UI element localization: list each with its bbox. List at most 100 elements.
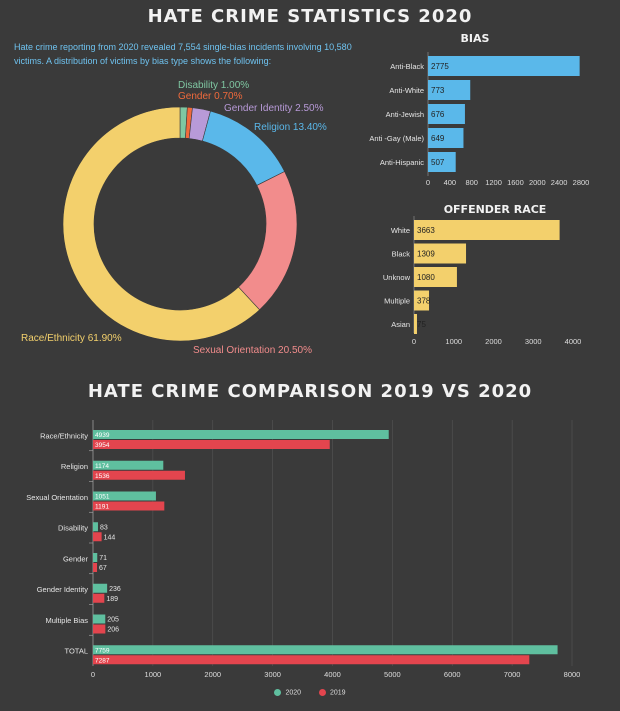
donut-label-disability: Disability 1.00% bbox=[178, 80, 250, 91]
comparison-tick-5000: 5000 bbox=[384, 670, 401, 679]
comparison-value-total-2020: 7759 bbox=[95, 647, 110, 654]
offender-race-bar-unknow bbox=[414, 267, 457, 287]
comparison-category-multiple-bias: Multiple Bias bbox=[45, 616, 88, 625]
offender-race-category-asian: Asian bbox=[391, 320, 410, 329]
comparison-value-race-ethnicity-2019: 3954 bbox=[95, 442, 110, 449]
bias-value-anti-white: 773 bbox=[431, 86, 445, 95]
bias-bar-anti-jewish bbox=[428, 104, 465, 124]
comparison-bar-gender-2020 bbox=[93, 553, 98, 562]
bias-tick-2800: 2800 bbox=[573, 178, 590, 187]
legend-dot-2019 bbox=[318, 689, 326, 696]
offender-race-category-unknow: Unknow bbox=[383, 273, 411, 282]
comparison-value-religion-2019: 1536 bbox=[95, 473, 110, 480]
bias-bar-anti-black bbox=[428, 56, 580, 76]
legend-label-2019: 2019 bbox=[329, 689, 346, 697]
comparison-bar-religion-2020 bbox=[93, 460, 164, 470]
bias-category-anti-white: Anti-White bbox=[389, 86, 424, 95]
comparison-category-sexual-orientation: Sexual Orientation bbox=[26, 493, 88, 502]
comparison-tick-0: 0 bbox=[91, 670, 95, 679]
comparison-category-race-ethnicity: Race/Ethnicity bbox=[40, 431, 88, 440]
intro-text: Hate crime reporting from 2020 revealed … bbox=[14, 42, 352, 66]
donut-slice-race-ethnicity bbox=[62, 106, 260, 342]
comparison-value-race-ethnicity-2020: 4939 bbox=[95, 432, 110, 439]
comparison-tick-8000: 8000 bbox=[564, 670, 581, 679]
legend-item-2020: 2020 bbox=[274, 689, 301, 696]
offender-race-category-white: White bbox=[391, 226, 410, 235]
bias-value-anti-jewish: 676 bbox=[431, 110, 445, 119]
bias-category-anti-gay-male: Anti -Gay (Male) bbox=[369, 134, 424, 143]
bias-value-anti-black: 2775 bbox=[431, 62, 449, 71]
comparison-category-gender-identity: Gender Identity bbox=[37, 585, 89, 594]
offender-race-tick-1000: 1000 bbox=[445, 337, 462, 346]
comparison-tick-4000: 4000 bbox=[324, 670, 341, 679]
comparison-category-total: TOTAL bbox=[65, 647, 88, 656]
comparison-tick-1000: 1000 bbox=[145, 670, 162, 679]
comparison-title: HATE CRIME COMPARISON 2019 VS 2020 bbox=[87, 381, 533, 402]
donut-label-gender: Gender 0.70% bbox=[178, 91, 243, 102]
offender-race-chart-title: OFFENDER RACE bbox=[443, 203, 547, 216]
offender-race-bar-black bbox=[414, 243, 467, 264]
bias-tick-1200: 1200 bbox=[485, 178, 502, 187]
comparison-value-sexual-orientation-2020: 1051 bbox=[95, 494, 110, 501]
comparison-bar-race-ethnicity-2019 bbox=[93, 440, 330, 449]
comparison-bar-disability-2019 bbox=[93, 532, 102, 542]
comparison-value-gender-2019: 67 bbox=[99, 565, 107, 572]
donut-label-race-ethnicity: Race/Ethnicity 61.90% bbox=[21, 333, 122, 344]
comparison-category-gender: Gender bbox=[63, 554, 89, 563]
bias-tick-2400: 2400 bbox=[551, 178, 568, 187]
offender-race-value-black: 1309 bbox=[417, 250, 435, 259]
comparison-bar-race-ethnicity-2020 bbox=[93, 430, 389, 439]
comparison-tick-6000: 6000 bbox=[444, 670, 461, 679]
offender-race-category-black: Black bbox=[392, 250, 411, 259]
bias-tick-0: 0 bbox=[426, 178, 430, 187]
comparison-bar-multiple-bias-2020 bbox=[93, 614, 106, 624]
comparison-value-gender-identity-2019: 189 bbox=[106, 596, 118, 603]
comparison-value-total-2019: 7287 bbox=[95, 657, 110, 664]
offender-race-value-multiple: 378 bbox=[417, 297, 431, 306]
comparison-value-gender-2020: 71 bbox=[99, 555, 107, 562]
bias-value-anti-gay-male: 649 bbox=[431, 134, 445, 143]
comparison-value-disability-2019: 144 bbox=[104, 534, 116, 541]
bias-bar-anti-gay-male bbox=[428, 128, 464, 148]
bias-chart-title: BIAS bbox=[460, 32, 490, 45]
offender-race-tick-2000: 2000 bbox=[485, 337, 502, 346]
bias-category-anti-jewish: Anti-Jewish bbox=[386, 110, 424, 119]
bias-bar-anti-white bbox=[428, 80, 471, 100]
comparison-tick-2000: 2000 bbox=[204, 670, 221, 679]
comparison-tick-7000: 7000 bbox=[504, 670, 521, 679]
offender-race-value-unknow: 1080 bbox=[417, 273, 435, 282]
comparison-bar-multiple-bias-2019 bbox=[93, 624, 106, 634]
donut-label-religion: Religion 13.40% bbox=[254, 122, 327, 133]
comparison-value-disability-2020: 83 bbox=[100, 524, 108, 531]
bias-tick-1600: 1600 bbox=[507, 178, 524, 187]
offender-race-tick-0: 0 bbox=[412, 337, 416, 346]
legend-label-2020: 2020 bbox=[285, 689, 302, 697]
page-title: HATE CRIME STATISTICS 2020 bbox=[147, 6, 473, 27]
comparison-category-disability: Disability bbox=[58, 524, 88, 533]
bias-tick-800: 800 bbox=[465, 178, 478, 187]
bias-category-anti-black: Anti-Black bbox=[390, 62, 424, 71]
comparison-bar-total-2019 bbox=[93, 655, 530, 665]
offender-race-tick-3000: 3000 bbox=[525, 337, 542, 346]
comparison-category-religion: Religion bbox=[61, 462, 88, 471]
comparison-bar-sexual-orientation-2019 bbox=[93, 501, 165, 511]
comparison-bar-religion-2019 bbox=[93, 470, 185, 480]
comparison-legend: 2020 2019 bbox=[0, 689, 620, 696]
bias-value-anti-hispanic: 507 bbox=[431, 158, 445, 167]
legend-dot-2020 bbox=[274, 689, 282, 696]
donut-label-sexual-orientation: Sexual Orientation 20.50% bbox=[193, 345, 312, 356]
comparison-bar-gender-2019 bbox=[93, 563, 98, 572]
offender-race-bar-white bbox=[414, 220, 560, 240]
comparison-value-sexual-orientation-2019: 1191 bbox=[95, 504, 109, 511]
bias-category-anti-hispanic: Anti-Hispanic bbox=[380, 158, 424, 167]
offender-race-value-white: 3663 bbox=[417, 226, 435, 235]
comparison-bar-disability-2020 bbox=[93, 522, 98, 532]
comparison-value-multiple-bias-2019: 206 bbox=[107, 627, 119, 634]
comparison-value-gender-identity-2020: 236 bbox=[109, 586, 121, 593]
legend-item-2019: 2019 bbox=[318, 689, 346, 697]
bias-tick-2000: 2000 bbox=[529, 178, 546, 187]
